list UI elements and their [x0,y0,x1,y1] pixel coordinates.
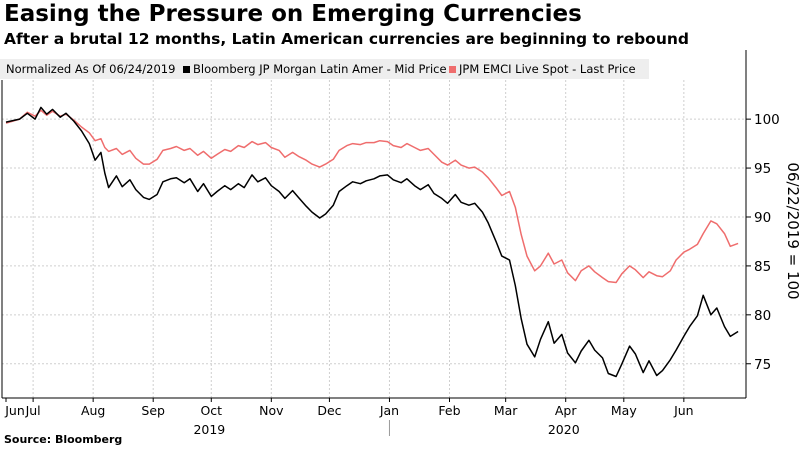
x-tick-label: Jun [673,403,694,418]
x-tick-label: Oct [200,403,222,418]
y-axis-title: 06/22/2019 = 100 [784,162,800,299]
x-tick-label: Sep [141,403,165,418]
legend-swatch-red [449,66,456,73]
year-label: 2020 [548,422,580,437]
y-tick-label: 95 [754,161,771,177]
axes [1,50,751,436]
y-tick-label: 80 [754,308,771,324]
y-tick-label: 90 [754,210,771,226]
chart-title: Easing the Pressure on Emerging Currenci… [4,1,582,27]
x-tick-label: Jul [25,403,41,418]
x-tick-label: Jan [379,403,399,418]
legend-label-emci: JPM EMCI Live Spot - Last Price [459,62,636,76]
legend-swatch-black [183,66,190,73]
x-tick-label: Apr [555,403,577,418]
y-tick-label: 75 [754,357,771,373]
legend-item-latin-amer: Bloomberg JP Morgan Latin Amer - Mid Pri… [183,59,447,79]
x-tick-label: Dec [317,403,341,418]
series-lines [5,106,739,378]
year-label: 2019 [193,422,225,437]
x-tick-label: Mar [494,403,518,418]
y-tick-label: 85 [754,259,771,275]
grid-lines [2,80,746,398]
x-tick-label: Aug [81,403,105,418]
x-tick-label: Feb [438,403,460,418]
chart-subtitle: After a brutal 12 months, Latin American… [4,30,689,48]
source-note: Source: Bloomberg [4,433,123,446]
y-tick-label: 100 [754,112,780,128]
legend-item-emci: JPM EMCI Live Spot - Last Price [449,59,636,79]
x-tick-label: Jun [4,403,25,418]
x-tick-label: Nov [259,403,284,418]
legend-note: Normalized As Of 06/24/2019 [6,62,176,76]
legend-label-latin-amer: Bloomberg JP Morgan Latin Amer - Mid Pri… [193,62,447,76]
series-line-latin-amer [5,106,739,378]
legend: Normalized As Of 06/24/2019 Bloomberg JP… [0,59,649,79]
x-tick-label: May [611,403,637,418]
series-line-emci [5,109,739,284]
